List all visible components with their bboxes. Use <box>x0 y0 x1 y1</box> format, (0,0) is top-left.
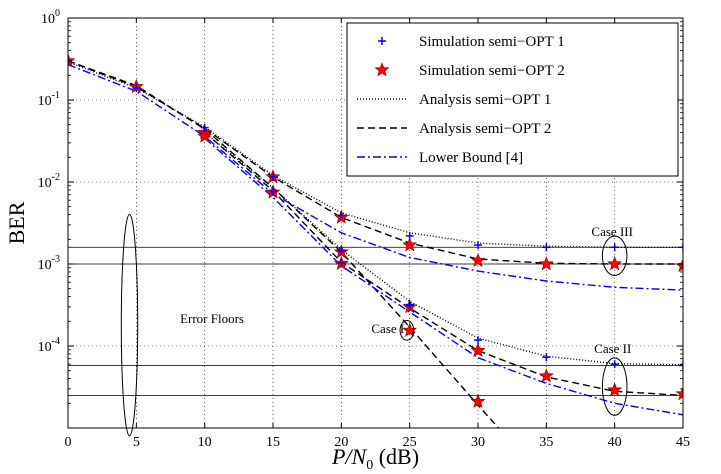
x-tick-label: 10 <box>198 435 212 450</box>
plus-point <box>610 360 619 369</box>
star-point <box>675 386 683 401</box>
annotation-ellipse <box>120 213 139 437</box>
y-tick-label: 100 <box>41 8 60 27</box>
axis-ticks: 0 5 10 15 20 25 30 35 40 45 100 10-1 10-2 10-3 10-4 <box>38 8 690 450</box>
x-tick-label: 20 <box>334 435 348 450</box>
plus-point <box>405 301 414 310</box>
plus-point <box>542 243 551 252</box>
x-tick-label: 30 <box>471 435 485 450</box>
y-tick-label: 10-4 <box>38 336 60 355</box>
plus-point <box>337 246 346 255</box>
annotation-label: Case III <box>591 224 633 239</box>
x-axis-label: P/N0 (dB) <box>331 444 419 473</box>
plus-point <box>474 241 482 250</box>
x-tick-label: 0 <box>65 435 72 450</box>
x-tick-label: 25 <box>403 435 417 450</box>
plus-point <box>337 211 346 220</box>
star-point <box>402 237 418 252</box>
legend: Simulation semi−OPT 1 Simulation semi−OPT… <box>346 22 679 177</box>
plus-point <box>679 361 683 370</box>
x-tick-label: 35 <box>539 435 553 450</box>
x-tick-label: 15 <box>266 435 280 450</box>
star-point <box>402 322 418 337</box>
star-point <box>470 393 486 408</box>
star-point <box>470 252 486 267</box>
y-tick-label: 10-3 <box>38 254 60 273</box>
star-point <box>538 256 554 271</box>
legend-label: Analysis semi−OPT 1 <box>419 92 551 108</box>
y-tick-label: 10-2 <box>38 172 60 191</box>
plus-point <box>405 231 414 240</box>
plus-point <box>200 123 209 132</box>
error-floor-lines <box>68 246 683 396</box>
y-axis-label: BER <box>4 201 29 244</box>
star-point <box>470 342 486 357</box>
star-point <box>197 128 213 143</box>
plus-point <box>269 187 277 196</box>
star-point <box>538 368 554 383</box>
series-line <box>68 63 683 291</box>
x-tick-label: 5 <box>133 435 140 450</box>
plus-point <box>269 173 277 182</box>
annotation-ellipse <box>601 357 628 416</box>
annotation-label: Case II <box>594 341 631 356</box>
annotation-ellipses <box>120 213 628 437</box>
annotation-ellipse <box>399 320 415 341</box>
plus-point <box>132 84 141 93</box>
legend-swatch <box>374 62 390 77</box>
plot-area <box>68 53 683 428</box>
plus-point <box>474 336 482 345</box>
legend-label: Analysis semi−OPT 2 <box>419 121 551 137</box>
plus-point <box>679 243 683 252</box>
legend-swatch <box>378 37 386 45</box>
series-line <box>68 60 500 428</box>
x-tick-label: 45 <box>676 435 690 450</box>
star-point <box>607 382 623 397</box>
plus-point <box>610 243 619 252</box>
axes-frame <box>67 17 684 429</box>
legend-label: Simulation semi−OPT 1 <box>419 34 565 50</box>
plus-point <box>337 259 346 268</box>
x-tick-label: 40 <box>608 435 622 450</box>
legend-label: Lower Bound [4] <box>419 150 523 166</box>
annotation-ellipse <box>601 235 628 276</box>
star-point <box>607 256 623 271</box>
plus-point <box>542 353 551 362</box>
annotation-label: Case I <box>371 321 404 336</box>
annotation-label: Error Floors <box>180 311 244 326</box>
y-tick-label: 10-1 <box>38 90 60 109</box>
series-line <box>204 132 683 366</box>
annotations: Error Floors Case I Case II Case III <box>180 224 633 356</box>
legend-label: Simulation semi−OPT 2 <box>419 63 565 79</box>
series-line <box>204 132 683 397</box>
